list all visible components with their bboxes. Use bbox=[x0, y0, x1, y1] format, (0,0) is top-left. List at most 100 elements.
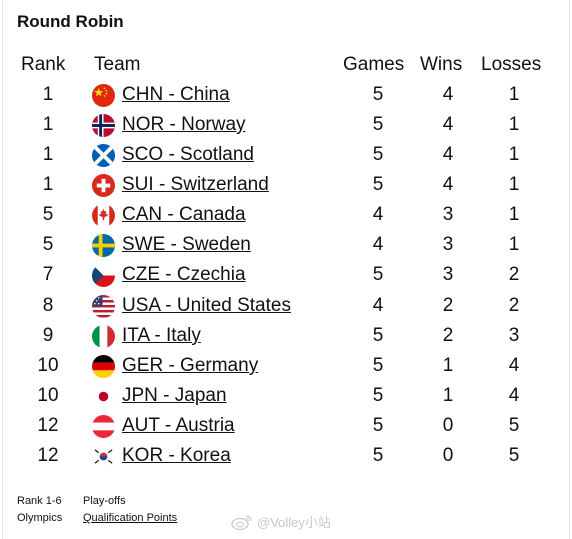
wins-cell: 1 bbox=[442, 385, 454, 406]
japan-flag-icon bbox=[92, 385, 115, 408]
wins-cell: 1 bbox=[442, 355, 454, 376]
games-cell: 5 bbox=[372, 84, 384, 105]
wins-cell: 3 bbox=[442, 264, 454, 285]
team-link[interactable]: CHN - China bbox=[122, 84, 230, 105]
rank-cell: 12 bbox=[37, 445, 59, 466]
austria-flag-icon bbox=[92, 415, 115, 438]
losses-cell: 1 bbox=[508, 204, 520, 225]
losses-cell: 1 bbox=[508, 84, 520, 105]
team-link[interactable]: AUT - Austria bbox=[122, 415, 235, 436]
games-cell: 5 bbox=[372, 355, 384, 376]
losses-cell: 3 bbox=[508, 325, 520, 346]
wins-cell: 3 bbox=[442, 204, 454, 225]
table-row: 12 KOR - Korea 5 0 5 bbox=[3, 441, 571, 471]
germany-flag-icon bbox=[92, 355, 115, 378]
team-link[interactable]: GER - Germany bbox=[122, 355, 259, 376]
games-cell: 5 bbox=[372, 174, 384, 195]
norway-flag-icon bbox=[92, 114, 115, 137]
switzerland-flag-icon bbox=[92, 174, 115, 197]
games-cell: 5 bbox=[372, 385, 384, 406]
rank-cell: 10 bbox=[37, 355, 59, 376]
team-link[interactable]: ITA - Italy bbox=[122, 325, 201, 346]
wins-cell: 4 bbox=[442, 144, 454, 165]
column-header-games: Games bbox=[343, 54, 405, 75]
qualification-points-link[interactable]: Qualification Points bbox=[83, 512, 178, 524]
rank-cell: 1 bbox=[42, 144, 54, 165]
rank-cell: 5 bbox=[42, 204, 54, 225]
rank-cell: 9 bbox=[42, 325, 54, 346]
table-row: 1 CHN - China 5 4 1 bbox=[3, 80, 571, 110]
table-row: 1 NOR - Norway 5 4 1 bbox=[3, 110, 571, 140]
czechia-flag-icon bbox=[92, 264, 115, 287]
rank-cell: 1 bbox=[42, 114, 54, 135]
table-row: 1 SCO - Scotland 5 4 1 bbox=[3, 140, 571, 170]
losses-cell: 2 bbox=[508, 264, 520, 285]
losses-cell: 1 bbox=[508, 174, 520, 195]
column-header-losses: Losses bbox=[481, 54, 542, 75]
rank-cell: 7 bbox=[42, 264, 54, 285]
rank-cell: 12 bbox=[37, 415, 59, 436]
team-link[interactable]: JPN - Japan bbox=[122, 385, 227, 406]
wins-cell: 2 bbox=[442, 295, 454, 316]
table-row: 1 SUI - Switzerland 5 4 1 bbox=[3, 170, 571, 200]
games-cell: 5 bbox=[372, 114, 384, 135]
page-title: Round Robin bbox=[17, 12, 124, 31]
team-link[interactable]: SCO - Scotland bbox=[122, 144, 254, 165]
canada-flag-icon bbox=[92, 204, 115, 227]
weibo-logo-icon bbox=[231, 514, 252, 530]
games-cell: 5 bbox=[372, 325, 384, 346]
team-link[interactable]: USA - United States bbox=[122, 295, 291, 316]
losses-cell: 5 bbox=[508, 445, 520, 466]
table-row: 9 ITA - Italy 5 2 3 bbox=[3, 321, 571, 351]
table-row: 5 SWE - Sweden 4 3 1 bbox=[3, 230, 571, 260]
games-cell: 5 bbox=[372, 415, 384, 436]
team-link[interactable]: SWE - Sweden bbox=[122, 234, 251, 255]
team-link[interactable]: KOR - Korea bbox=[122, 445, 231, 466]
wins-cell: 2 bbox=[442, 325, 454, 346]
table-row: 7 CZE - Czechia 5 3 2 bbox=[3, 260, 571, 290]
games-cell: 4 bbox=[372, 295, 384, 316]
sweden-flag-icon bbox=[92, 234, 115, 257]
games-cell: 5 bbox=[372, 144, 384, 165]
korea-flag-icon bbox=[92, 445, 115, 468]
wins-cell: 4 bbox=[442, 84, 454, 105]
losses-cell: 5 bbox=[508, 415, 520, 436]
table-row: 12 AUT - Austria 5 0 5 bbox=[3, 411, 571, 441]
column-header-rank: Rank bbox=[21, 54, 66, 75]
wins-cell: 4 bbox=[442, 114, 454, 135]
table-row: 8 USA - United States 4 2 2 bbox=[3, 291, 571, 321]
scotland-flag-icon bbox=[92, 144, 115, 167]
italy-flag-icon bbox=[92, 325, 115, 348]
games-cell: 4 bbox=[372, 234, 384, 255]
team-link[interactable]: NOR - Norway bbox=[122, 114, 246, 135]
games-cell: 4 bbox=[372, 204, 384, 225]
china-flag-icon bbox=[92, 84, 115, 107]
losses-cell: 2 bbox=[508, 295, 520, 316]
losses-cell: 1 bbox=[508, 114, 520, 135]
rank-cell: 1 bbox=[42, 84, 54, 105]
rank-cell: 8 bbox=[42, 295, 54, 316]
wins-cell: 0 bbox=[442, 415, 454, 436]
games-cell: 5 bbox=[372, 445, 384, 466]
team-link[interactable]: CZE - Czechia bbox=[122, 264, 246, 285]
watermark: @Volley小站 bbox=[231, 512, 331, 531]
team-link[interactable]: SUI - Switzerland bbox=[122, 174, 269, 195]
losses-cell: 4 bbox=[508, 355, 520, 376]
team-link[interactable]: CAN - Canada bbox=[122, 204, 246, 225]
table-row: 10 JPN - Japan 5 1 4 bbox=[3, 381, 571, 411]
wins-cell: 4 bbox=[442, 174, 454, 195]
wins-cell: 3 bbox=[442, 234, 454, 255]
legend-olympics-label: Olympics bbox=[17, 512, 63, 524]
legend-playoffs-label: Play-offs bbox=[83, 495, 126, 507]
column-header-team: Team bbox=[94, 54, 141, 75]
column-header-wins: Wins bbox=[420, 54, 463, 75]
table-row: 10 GER - Germany 5 1 4 bbox=[3, 351, 571, 381]
losses-cell: 1 bbox=[508, 234, 520, 255]
losses-cell: 1 bbox=[508, 144, 520, 165]
rank-cell: 5 bbox=[42, 234, 54, 255]
legend-rank-label: Rank 1-6 bbox=[17, 495, 62, 507]
usa-flag-icon bbox=[92, 295, 115, 318]
wins-cell: 0 bbox=[442, 445, 454, 466]
table-row: 5 CAN - Canada 4 3 1 bbox=[3, 200, 571, 230]
